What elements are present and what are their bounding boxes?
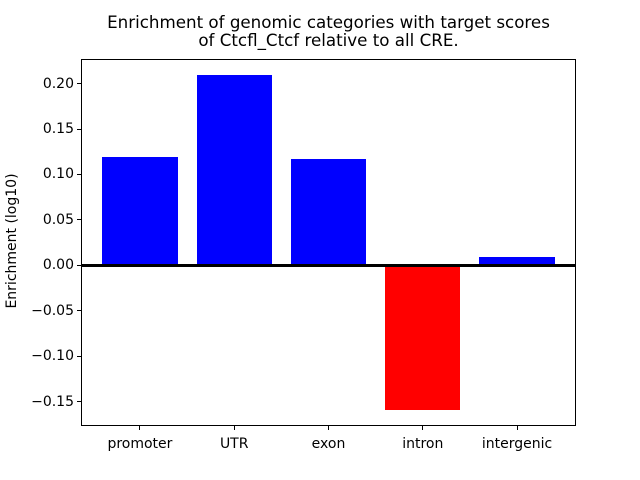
x-tick [422,425,424,430]
chart-title: Enrichment of genomic categories with ta… [107,12,550,50]
y-tick-label: −0.15 [31,393,74,410]
bar-intron [385,265,461,411]
x-tick-label-intergenic: intergenic [481,436,553,452]
x-tick [516,425,518,430]
y-tick-label: 0.10 [42,166,74,183]
y-tick [77,173,81,175]
zero-line [81,264,576,267]
x-tick [328,425,329,430]
y-tick-label: −0.05 [31,302,74,319]
bar-promoter [102,157,178,266]
x-tick [139,425,141,430]
y-tick [77,128,81,130]
x-tick-label-intron: intron [402,436,444,452]
bar-exon [290,159,367,266]
y-tick [77,83,81,85]
y-tick-label: 0.20 [42,75,74,92]
y-tick-label: −0.10 [31,348,74,365]
bar-UTR [196,75,272,266]
x-tick [233,425,235,430]
y-tick [77,401,81,403]
bar-intergenic [479,257,555,266]
y-tick-label: 0.15 [42,121,74,138]
x-tick-label-UTR: UTR [219,436,249,452]
y-tick [77,219,81,221]
x-tick-label-promoter: promoter [107,436,173,452]
y-tick [77,310,81,312]
y-tick [77,355,81,357]
y-tick-label: 0.05 [42,211,74,228]
y-tick-label: 0.00 [42,257,74,274]
x-tick-label-exon: exon [311,436,346,452]
y-tick [77,264,81,266]
